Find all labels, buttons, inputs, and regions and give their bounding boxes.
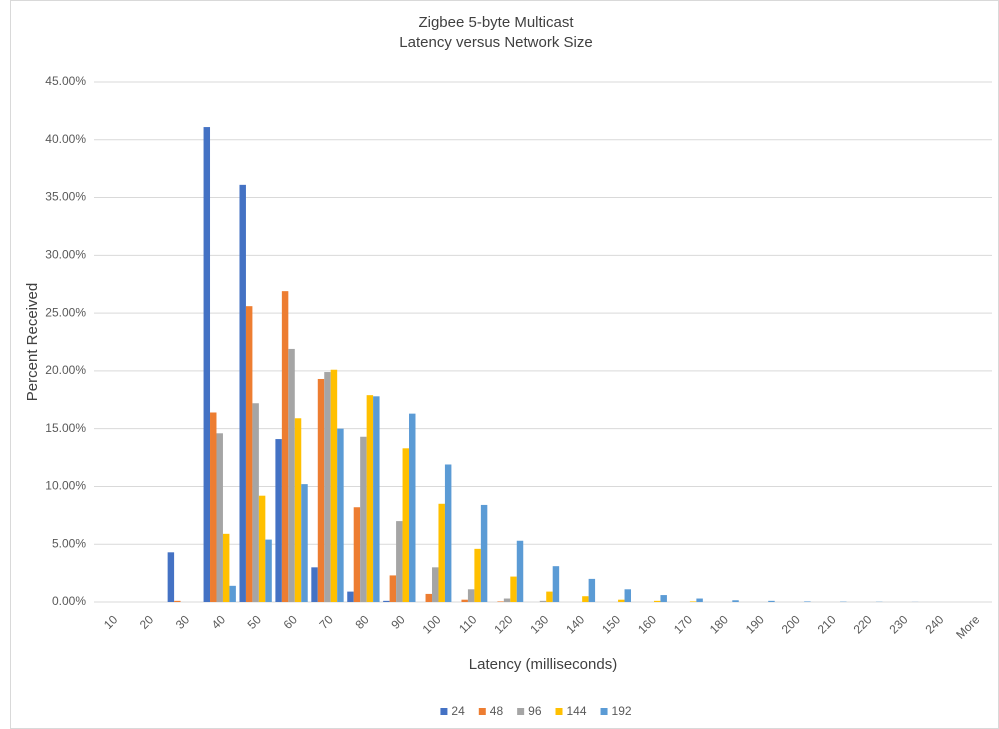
y-tick-label: 10.00%	[45, 479, 86, 493]
bar	[660, 595, 667, 602]
bar	[624, 589, 632, 602]
bar	[444, 464, 452, 602]
bar	[425, 593, 433, 602]
y-tick-label: 25.00%	[45, 305, 86, 319]
y-tick-label: 20.00%	[45, 363, 86, 377]
chart-subtitle: Latency versus Network Size	[399, 34, 592, 51]
legend-swatch	[478, 708, 486, 715]
bar	[510, 576, 517, 602]
legend-label: 48	[490, 704, 504, 718]
legend-label: 24	[451, 704, 465, 718]
legend-swatch	[600, 708, 608, 715]
y-tick-label: 15.00%	[45, 421, 86, 435]
bar	[516, 540, 524, 602]
bar	[203, 127, 211, 603]
bar	[330, 369, 338, 602]
bar	[301, 484, 308, 602]
bar	[317, 378, 325, 602]
bar	[324, 372, 331, 602]
bar	[582, 596, 589, 602]
bar	[461, 599, 468, 602]
bar	[503, 598, 511, 602]
bar	[222, 533, 230, 602]
x-axis-title: Latency (milliseconds)	[469, 656, 617, 673]
bar	[804, 601, 811, 602]
legend-swatch	[517, 708, 525, 715]
chart-border	[10, 0, 999, 729]
bar	[252, 403, 259, 602]
bar	[294, 418, 302, 602]
bar	[497, 601, 504, 602]
bar	[288, 348, 295, 602]
y-axis-title: Percent Received	[24, 283, 41, 401]
bar	[347, 591, 354, 602]
bar	[467, 589, 475, 602]
legend-label: 144	[567, 704, 587, 718]
bar	[265, 539, 272, 602]
bar	[174, 600, 181, 602]
bar	[311, 567, 318, 602]
bar	[167, 552, 175, 602]
bar	[546, 591, 553, 602]
bar	[239, 184, 246, 602]
bar	[409, 413, 416, 602]
bar	[258, 495, 266, 602]
bar	[229, 585, 236, 602]
y-tick-label: 30.00%	[45, 248, 86, 262]
bar	[389, 575, 397, 602]
y-tick-label: 0.00%	[52, 594, 86, 608]
bar	[245, 306, 253, 602]
bar	[618, 599, 625, 602]
bar	[366, 395, 374, 602]
legend-label: 192	[612, 704, 632, 718]
bar	[353, 507, 361, 602]
y-tick-label: 45.00%	[45, 74, 86, 88]
legend-label: 96	[528, 704, 542, 718]
bar	[275, 439, 282, 602]
y-tick-label: 5.00%	[52, 536, 86, 550]
bar	[732, 600, 739, 602]
bar	[432, 567, 439, 602]
bar	[588, 578, 596, 602]
bar	[696, 598, 703, 602]
bar	[539, 600, 547, 602]
bar	[689, 601, 697, 602]
legend-swatch	[555, 708, 563, 715]
bar	[216, 433, 223, 602]
bar	[281, 291, 289, 602]
chart-title: Zigbee 5-byte Multicast	[418, 14, 574, 31]
bar	[360, 436, 367, 602]
y-tick-label: 35.00%	[45, 190, 86, 204]
bar	[480, 504, 488, 602]
bar	[552, 566, 560, 602]
bar	[438, 503, 445, 602]
bar	[653, 600, 661, 602]
bar	[210, 412, 217, 602]
bar	[337, 428, 344, 602]
bar	[396, 521, 403, 602]
legend-swatch	[440, 708, 448, 715]
bar	[768, 600, 775, 602]
bar	[402, 448, 410, 602]
bar	[383, 600, 390, 602]
y-tick-label: 40.00%	[45, 132, 86, 146]
bar	[373, 396, 380, 602]
bar	[474, 548, 481, 602]
